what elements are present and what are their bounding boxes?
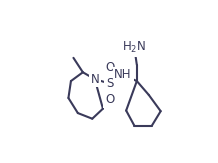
Text: N: N [90,73,99,86]
Text: H$_2$N: H$_2$N [122,40,146,55]
Text: S: S [106,77,114,90]
Text: NH: NH [114,68,132,81]
Text: O: O [105,93,114,106]
Text: O: O [105,61,114,74]
